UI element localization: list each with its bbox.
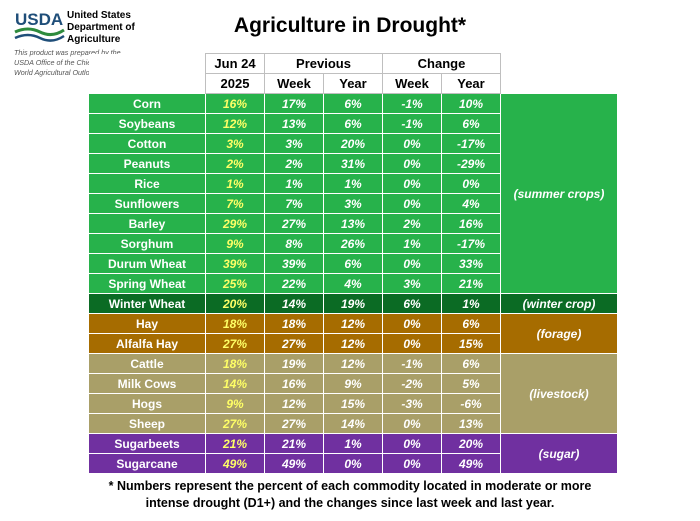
- table-row: Cattle 18% 19% 12% -1% 6% (livestock): [88, 353, 618, 434]
- header-current-date: Jun 24: [205, 53, 265, 74]
- table-row: Winter Wheat 20% 14% 19% 6% 1% (winter c…: [88, 293, 618, 314]
- footnote: * Numbers represent the percent of each …: [108, 479, 592, 510]
- header-current-year: 2025: [205, 73, 265, 94]
- group-label-forage: (forage): [500, 313, 618, 354]
- table-row: Corn 16% 17% 6% -1% 10% (summer crops): [88, 93, 618, 294]
- group-label-winter: (winter crop): [500, 293, 618, 314]
- table-row: Sugarcane 49% 49% 0% 0% 49%: [88, 453, 618, 474]
- table-row: Cotton 3% 3% 20% 0% -17%: [88, 133, 618, 154]
- header-prev-week: Week: [264, 73, 324, 94]
- table-row: Hay 18% 18% 12% 0% 6% (forage): [88, 313, 618, 354]
- svg-text:USDA: USDA: [15, 10, 63, 29]
- table-row: Barley 29% 27% 13% 2% 16%: [88, 213, 618, 234]
- table-row: Sugarbeets 21% 21% 1% 0% 20% (sugar): [88, 433, 618, 474]
- header-change: Change: [382, 53, 501, 74]
- table-row: Durum Wheat 39% 39% 6% 0% 33%: [88, 253, 618, 274]
- group-label-summer: (summer crops): [500, 93, 618, 294]
- table-row: Sorghum 9% 8% 26% 1% -17%: [88, 233, 618, 254]
- table-row: Sunflowers 7% 7% 3% 0% 4%: [88, 193, 618, 214]
- header-chg-week: Week: [382, 73, 442, 94]
- header-previous: Previous: [264, 53, 383, 74]
- table-row: Milk Cows 14% 16% 9% -2% 5%: [88, 373, 618, 394]
- group-label-livestock: (livestock): [500, 353, 618, 434]
- department-name: United States Department of Agriculture: [67, 10, 135, 45]
- table-row: Rice 1% 1% 1% 0% 0%: [88, 173, 618, 194]
- usda-logo: USDA United States Department of Agricul…: [14, 8, 244, 48]
- drought-table: Jun 24 Previous Change 2025 Week Year We…: [88, 53, 618, 474]
- table-row: Hogs 9% 12% 15% -3% -6%: [88, 393, 618, 414]
- disclaimer: This product was prepared by the USDA Of…: [14, 48, 152, 77]
- header-row-bottom: 2025 Week Year Week Year: [88, 73, 618, 94]
- page-title: Agriculture in Drought*: [233, 14, 467, 37]
- group-label-sugar: (sugar): [500, 433, 618, 474]
- table-row: Soybeans 12% 13% 6% -1% 6%: [88, 113, 618, 134]
- header-prev-year: Year: [323, 73, 383, 94]
- usda-logo-mark: USDA: [14, 10, 65, 42]
- header-chg-year: Year: [441, 73, 501, 94]
- header-row-top: Jun 24 Previous Change: [88, 53, 618, 74]
